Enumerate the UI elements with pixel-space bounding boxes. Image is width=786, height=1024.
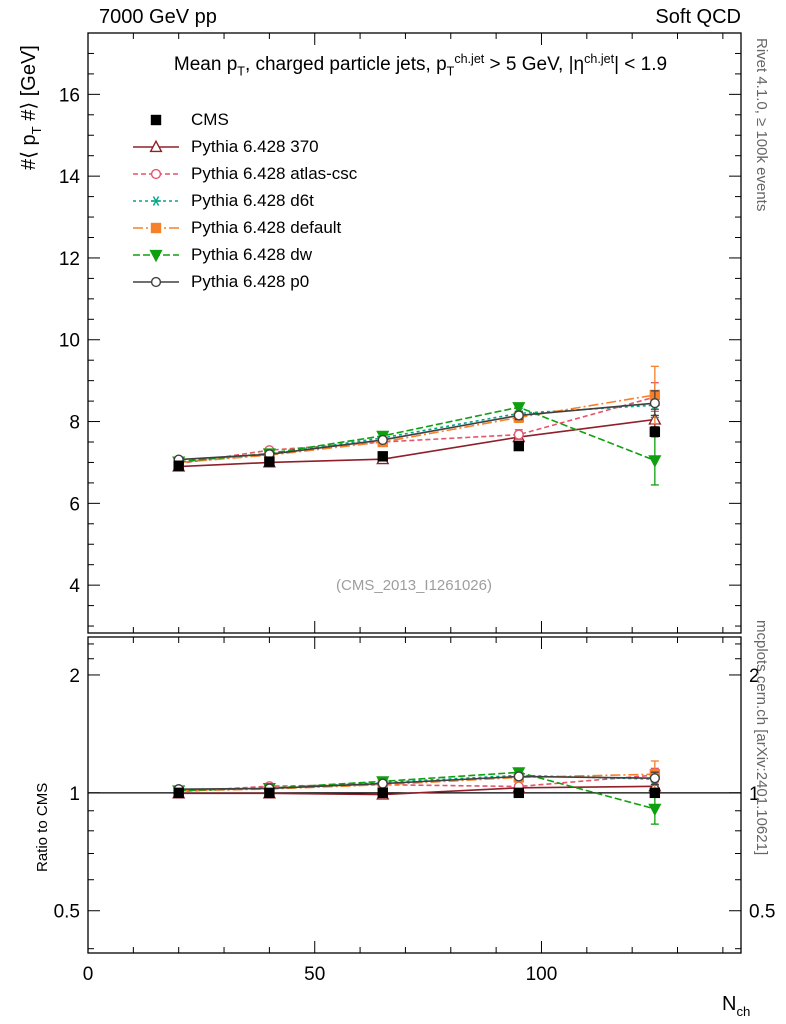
- ratio-axis-label: Ratio to CMS: [34, 782, 51, 872]
- main-panel-frame: [87, 32, 742, 634]
- tick-label: 100: [526, 964, 558, 985]
- legend-label-pythia-6-428-d6t: Pythia 6.428 d6t: [191, 190, 314, 210]
- legend-label-pythia-6-428-atlas-csc: Pythia 6.428 atlas-csc: [191, 163, 358, 183]
- rivet-version-note: Rivet 4.1.0, ≥ 100k events: [753, 38, 770, 212]
- tick-label: 12: [59, 249, 80, 270]
- legend-label-pythia-6-428-p0: Pythia 6.428 p0: [191, 271, 310, 291]
- tick-label: 1: [69, 784, 80, 805]
- legend-marker-pythia-6-428-p0: [133, 276, 179, 287]
- y-axis-label: #⟨ pT #⟩ [GeV]: [18, 45, 44, 170]
- mcplots-arxiv-note: mcplots.cern.ch [arXiv:2401.10621]: [753, 620, 770, 856]
- legend-marker-pythia-6-428-default: [133, 222, 179, 233]
- tick-label: 14: [59, 167, 81, 188]
- legend-item-pythia-6-428-370: Pythia 6.428 370: [132, 133, 357, 160]
- series-pythia-6-428-dw-ratio: [172, 767, 662, 825]
- tick-label: 0: [83, 964, 94, 985]
- legend-label-pythia-6-428-370: Pythia 6.428 370: [191, 136, 319, 156]
- legend-label-cms: CMS: [191, 109, 229, 129]
- tick-label: 16: [59, 85, 80, 106]
- x-axis-label: Nch: [722, 993, 751, 1019]
- legend-label-pythia-6-428-default: Pythia 6.428 default: [191, 217, 342, 237]
- legend-item-pythia-6-428-p0: Pythia 6.428 p0: [132, 268, 357, 295]
- tick-label: 4: [69, 576, 80, 597]
- tick-label: 1: [749, 784, 760, 805]
- tick-label: 8: [69, 413, 80, 434]
- legend-marker-pythia-6-428-d6t: [133, 195, 179, 206]
- legend-item-pythia-6-428-d6t: Pythia 6.428 d6t: [132, 187, 357, 214]
- analysis-id-watermark: (CMS_2013_I1261026): [336, 577, 492, 594]
- tick-label: 50: [304, 964, 325, 985]
- process-group-label: Soft QCD: [655, 6, 741, 28]
- series-cms-ratio: [173, 787, 661, 799]
- legend-marker-pythia-6-428-370: [133, 139, 179, 152]
- legend-item-cms: CMS: [132, 106, 357, 133]
- series-cms-main: [173, 426, 661, 471]
- tick-label: 6: [69, 494, 80, 515]
- plot-title: Mean pT, charged particle jets, pTch.jet…: [173, 52, 668, 79]
- tick-label: 0.5: [749, 902, 775, 923]
- legend-marker-cms: [150, 114, 162, 125]
- tick-label: 2: [749, 666, 760, 687]
- legend-label-pythia-6-428-dw: Pythia 6.428 dw: [191, 244, 312, 264]
- legend-item-pythia-6-428-default: Pythia 6.428 default: [132, 214, 357, 241]
- series-pythia-6-428-370-main: [172, 408, 662, 472]
- legend-item-pythia-6-428-dw: Pythia 6.428 dw: [132, 241, 357, 268]
- tick-label: 2: [69, 666, 80, 687]
- legend-item-pythia-6-428-atlas-csc: Pythia 6.428 atlas-csc: [132, 160, 357, 187]
- ratio-panel-frame: [87, 636, 742, 954]
- tick-label: 0.5: [54, 902, 80, 923]
- tick-label: 10: [59, 331, 80, 352]
- beam-energy-label: 7000 GeV pp: [99, 6, 217, 28]
- legend-marker-pythia-6-428-atlas-csc: [133, 168, 179, 179]
- legend-marker-pythia-6-428-dw: [133, 249, 179, 262]
- legend: CMS Pythia 6.428 370 Pythia 6.428 atlas-cs…: [132, 106, 357, 295]
